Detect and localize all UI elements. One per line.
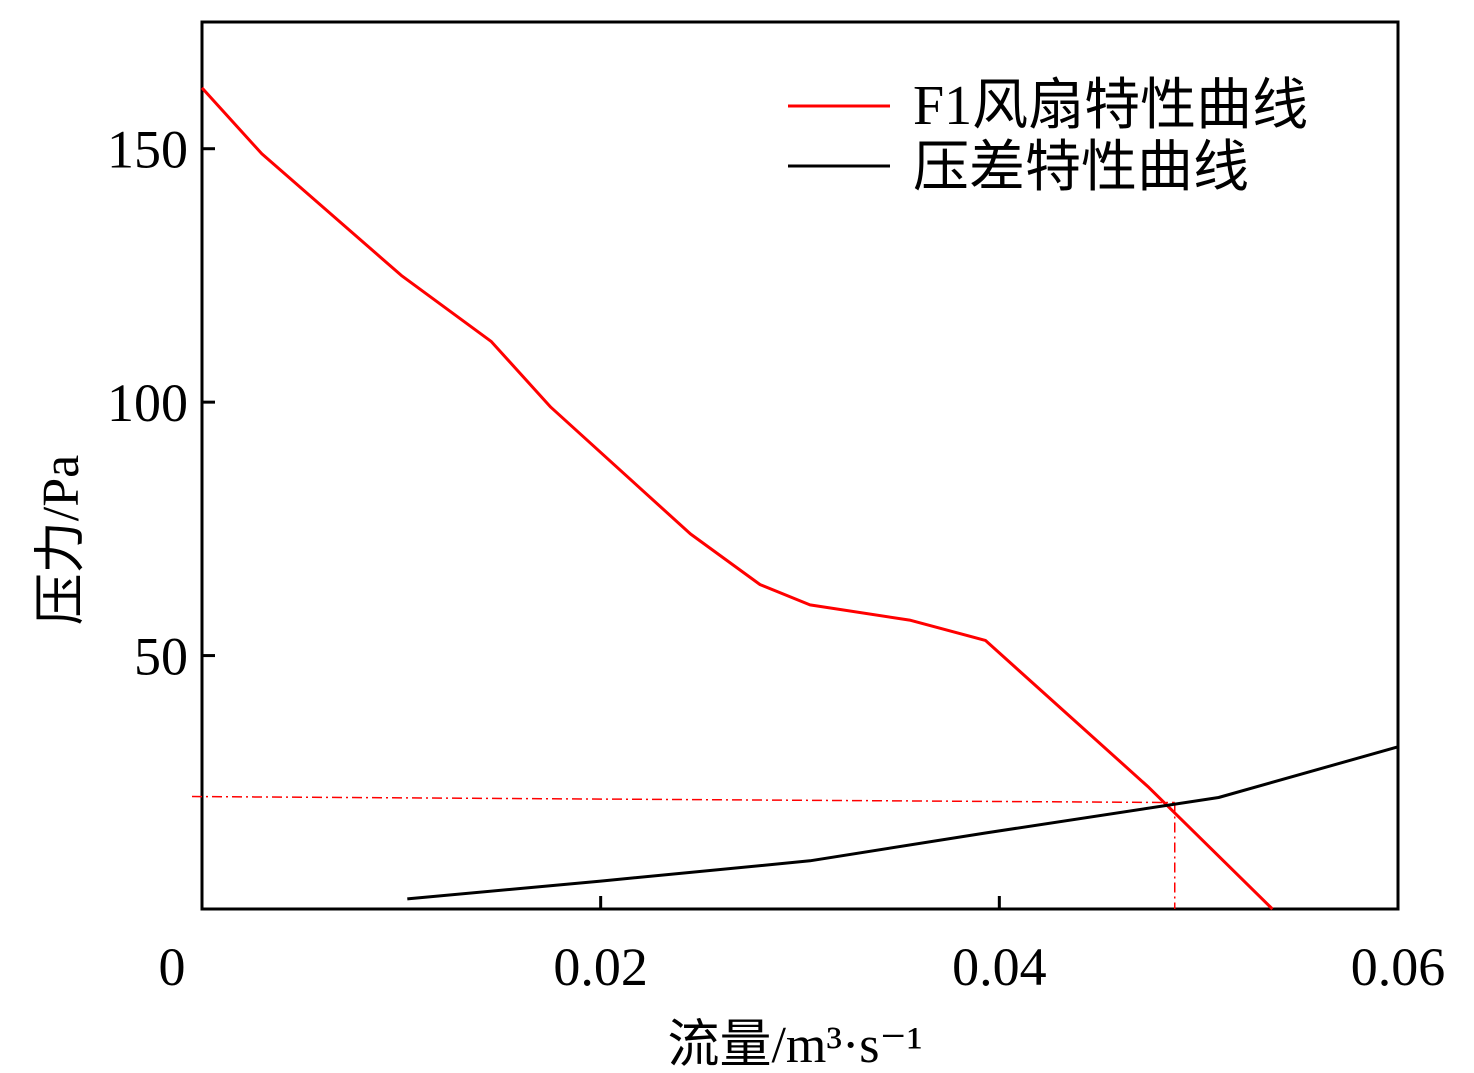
reference-line-horizontal — [191, 795, 1175, 804]
x-axis-title: 流量/m³·s⁻¹ — [667, 1017, 922, 1073]
y-axis-title: 压力/Pa — [33, 455, 90, 625]
reference-lines — [191, 795, 1176, 909]
x-tick-label: 0.02 — [553, 937, 648, 997]
series-layer — [200, 86, 1399, 911]
ticks: 0 0.02 0.04 0.06 50 100 150 — [107, 120, 1445, 997]
legend-label-pressure: 压差特性曲线 — [913, 137, 1249, 199]
legend: F1风扇特性曲线 压差特性曲线 — [788, 75, 1308, 199]
x-tick-label: 0.06 — [1351, 937, 1446, 997]
y-tick-label: 100 — [107, 373, 188, 433]
x-tick-label: 0 — [159, 937, 186, 997]
y-tick-label: 150 — [107, 120, 188, 180]
series-line-1 — [407, 745, 1399, 901]
plot-frame — [200, 20, 1400, 911]
legend-label-fan: F1风扇特性曲线 — [913, 75, 1308, 137]
series-line-0 — [200, 86, 1274, 911]
y-tick-label: 50 — [134, 627, 188, 687]
x-tick-label: 0.04 — [952, 937, 1047, 997]
